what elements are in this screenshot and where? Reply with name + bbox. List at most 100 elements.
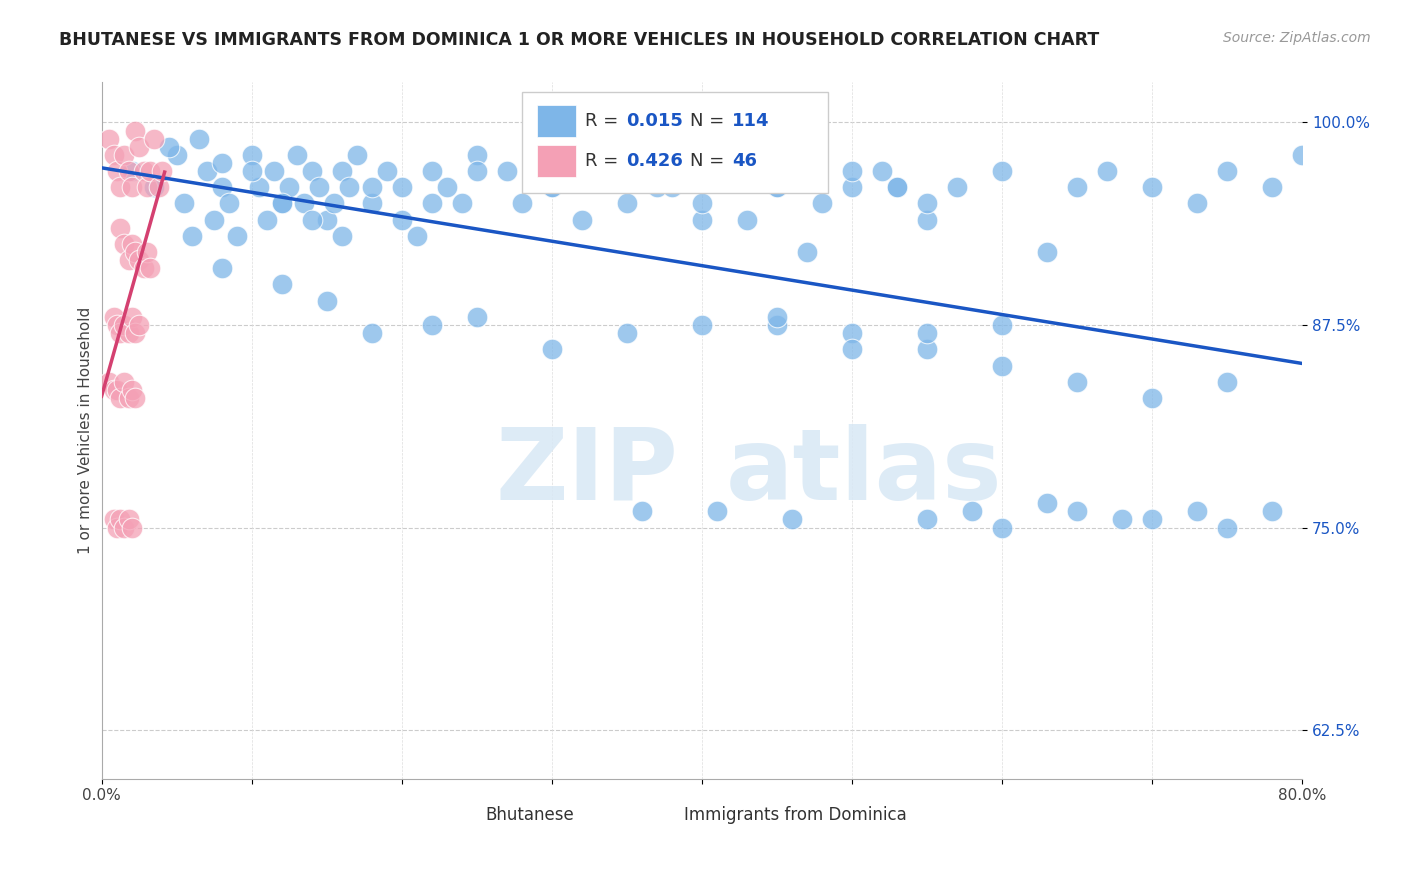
Point: [946, 180, 969, 194]
Point: [117, 512, 139, 526]
Point: [173, 196, 195, 211]
Point: [143, 180, 166, 194]
Point: [766, 310, 789, 324]
Point: [991, 520, 1014, 534]
Text: BHUTANESE VS IMMIGRANTS FROM DOMINICA 1 OR MORE VEHICLES IN HOUSEHOLD CORRELATIO: BHUTANESE VS IMMIGRANTS FROM DOMINICA 1 …: [59, 31, 1099, 49]
Point: [292, 196, 315, 211]
Point: [915, 196, 938, 211]
Point: [112, 148, 135, 162]
FancyBboxPatch shape: [645, 803, 681, 828]
Point: [915, 212, 938, 227]
Point: [690, 196, 713, 211]
Point: [132, 261, 155, 276]
Point: [780, 512, 803, 526]
Point: [391, 180, 413, 194]
Point: [112, 318, 135, 332]
Point: [766, 180, 789, 194]
Point: [585, 164, 607, 178]
Point: [495, 164, 517, 178]
Point: [148, 180, 170, 194]
Text: atlas: atlas: [725, 424, 1002, 521]
Point: [510, 196, 533, 211]
Text: 114: 114: [733, 112, 769, 130]
Point: [420, 164, 443, 178]
Point: [766, 318, 789, 332]
Point: [112, 520, 135, 534]
Point: [465, 310, 488, 324]
Point: [616, 326, 638, 340]
Point: [1095, 164, 1118, 178]
FancyBboxPatch shape: [537, 105, 576, 137]
Text: N =: N =: [690, 153, 730, 170]
Point: [991, 359, 1014, 373]
Point: [1066, 504, 1088, 518]
Point: [1066, 375, 1088, 389]
Point: [135, 245, 157, 260]
Text: 46: 46: [733, 153, 756, 170]
Point: [1066, 180, 1088, 194]
Point: [1261, 504, 1284, 518]
Point: [124, 123, 146, 137]
Point: [211, 180, 233, 194]
Point: [915, 343, 938, 357]
Point: [360, 196, 382, 211]
Point: [870, 164, 893, 178]
Point: [240, 164, 263, 178]
Point: [138, 164, 160, 178]
FancyBboxPatch shape: [447, 803, 482, 828]
Point: [105, 318, 128, 332]
Point: [117, 164, 139, 178]
Point: [211, 156, 233, 170]
Point: [1140, 391, 1163, 405]
FancyBboxPatch shape: [537, 145, 576, 178]
Point: [1216, 375, 1239, 389]
Point: [112, 375, 135, 389]
Point: [308, 180, 330, 194]
Point: [128, 253, 150, 268]
Point: [886, 180, 908, 194]
Point: [108, 220, 131, 235]
Point: [121, 164, 143, 178]
Point: [450, 196, 472, 211]
Point: [256, 212, 278, 227]
Point: [117, 391, 139, 405]
Point: [465, 148, 488, 162]
Point: [1036, 496, 1059, 510]
Text: Source: ZipAtlas.com: Source: ZipAtlas.com: [1223, 31, 1371, 45]
Point: [108, 391, 131, 405]
Point: [631, 504, 654, 518]
Point: [330, 228, 353, 243]
Point: [706, 504, 728, 518]
Point: [121, 520, 143, 534]
Point: [105, 383, 128, 397]
Text: R =: R =: [585, 112, 624, 130]
Point: [188, 131, 211, 145]
Point: [103, 512, 125, 526]
Point: [278, 180, 301, 194]
Point: [121, 383, 143, 397]
Point: [1216, 520, 1239, 534]
Text: ZIP: ZIP: [495, 424, 678, 521]
Point: [420, 196, 443, 211]
Point: [540, 180, 562, 194]
Text: N =: N =: [690, 112, 730, 130]
Point: [128, 318, 150, 332]
Point: [202, 212, 225, 227]
Point: [391, 212, 413, 227]
Point: [991, 164, 1014, 178]
Point: [218, 196, 240, 211]
Point: [360, 326, 382, 340]
Point: [766, 180, 789, 194]
Point: [811, 196, 834, 211]
Point: [105, 520, 128, 534]
Point: [108, 512, 131, 526]
Point: [195, 164, 218, 178]
Point: [270, 277, 292, 292]
Point: [1111, 512, 1133, 526]
Point: [112, 236, 135, 251]
Point: [103, 310, 125, 324]
Point: [796, 245, 818, 260]
Point: [841, 343, 863, 357]
Point: [143, 131, 166, 145]
Point: [98, 375, 121, 389]
